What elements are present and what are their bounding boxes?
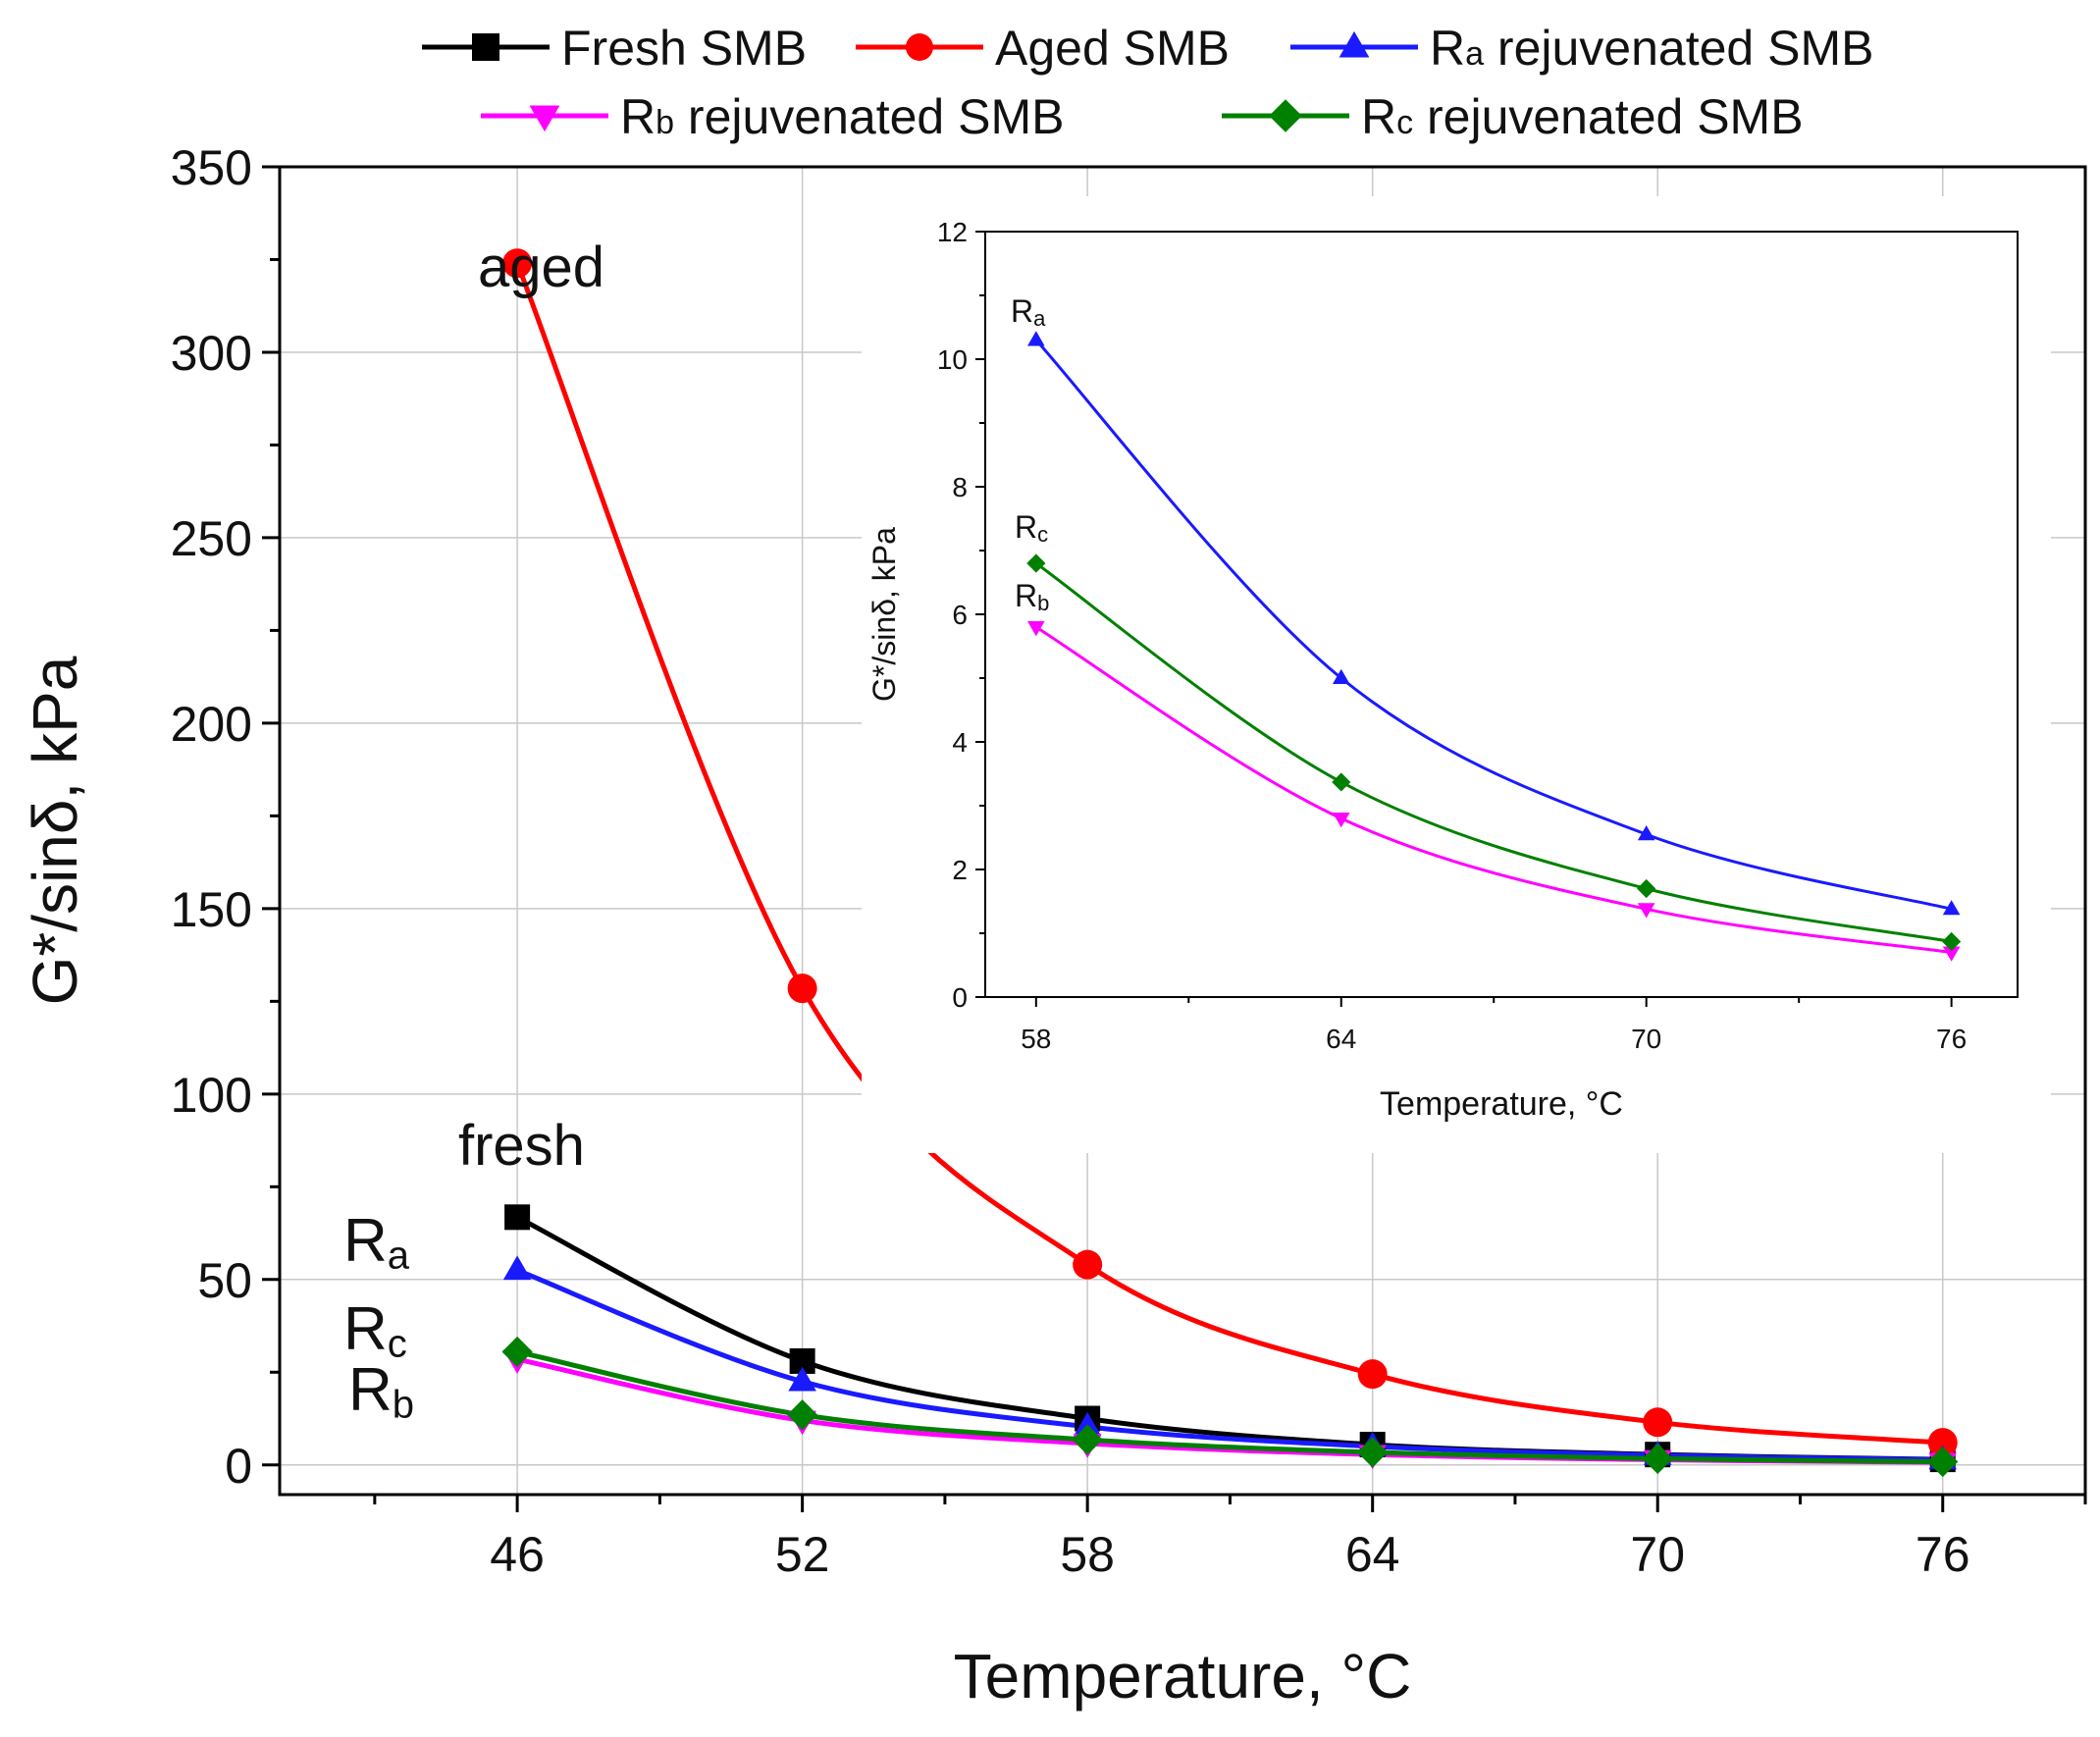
x-tick-label: 64 xyxy=(1345,1527,1400,1582)
data-point-aged-smb xyxy=(1357,1359,1388,1390)
x-tick-label: 70 xyxy=(1630,1527,1685,1582)
inset-annotation-ra: Ra xyxy=(1011,293,1046,331)
inset-x-tick-label: 76 xyxy=(1936,1024,1967,1054)
y-tick-label: 0 xyxy=(225,1439,252,1494)
inset-series-line-rb-rejuvenated-smb xyxy=(1035,625,1952,954)
inset-x-tick-label: 64 xyxy=(1326,1024,1356,1054)
y-tick-label: 200 xyxy=(171,697,252,752)
inset-data-point-rc-rejuvenated-smb xyxy=(1332,772,1351,792)
series-line-fresh-smb xyxy=(515,1215,1943,1462)
y-tick-label: 50 xyxy=(197,1253,252,1308)
legend-label: Rc rejuvenated SMB xyxy=(1361,89,1804,144)
data-point-aged-smb xyxy=(502,248,533,279)
inset-y-tick-label: 12 xyxy=(937,217,968,247)
data-point-rc-rejuvenated-smb xyxy=(787,1399,818,1431)
inset-y-tick-label: 10 xyxy=(937,344,968,375)
legend-label: Rb rejuvenated SMB xyxy=(620,89,1064,144)
annotation-fresh: fresh xyxy=(458,1114,585,1178)
inset-data-point-ra-rejuvenated-smb xyxy=(1027,331,1045,346)
x-tick-label: 52 xyxy=(775,1527,830,1582)
inset-data-point-rc-rejuvenated-smb xyxy=(1637,878,1656,899)
inset-annotation-rc: Rc xyxy=(1015,509,1048,547)
x-tick-label: 46 xyxy=(490,1527,545,1582)
y-tick-label: 100 xyxy=(171,1068,252,1123)
inset-data-point-rc-rejuvenated-smb xyxy=(1026,553,1046,573)
data-point-rc-rejuvenated-smb xyxy=(1072,1424,1103,1455)
inset-y-axis-label: G*/sinδ, kPa xyxy=(866,527,902,702)
main-series xyxy=(501,248,1959,1478)
inset-annotation-rb: Rb xyxy=(1015,578,1049,615)
x-axis-label: Temperature, °C xyxy=(954,1641,1412,1711)
legend: Fresh SMB Aged SMB Ra rejuvenated SMB Rb re… xyxy=(422,21,1873,144)
inset-y-tick-label: 8 xyxy=(952,472,968,502)
inset-series-line-ra-rejuvenated-smb xyxy=(1034,339,1952,911)
data-point-aged-smb xyxy=(1927,1428,1958,1458)
main-plot-frame xyxy=(278,165,2087,1497)
inset-data-point-rb-rejuvenated-smb xyxy=(1027,621,1045,637)
legend-marker xyxy=(1339,30,1370,58)
legend-item-rc-rejuvenated-smb: Rc rejuvenated SMB xyxy=(1222,89,1804,144)
annotation-ra: Ra xyxy=(343,1207,410,1277)
inset-plot-frame xyxy=(984,231,2019,998)
data-point-fresh-smb xyxy=(504,1204,531,1231)
inset-x-axis-label: Temperature, °C xyxy=(1380,1085,1623,1123)
legend-label: Fresh SMB xyxy=(561,21,807,76)
annotation-rb: Rb xyxy=(348,1356,414,1426)
annotation-rc: Rc xyxy=(343,1295,407,1365)
y-tick-label: 300 xyxy=(171,326,252,381)
legend-marker xyxy=(529,105,560,132)
inset-data-point-ra-rejuvenated-smb xyxy=(1942,900,1961,916)
inset-x-tick-label: 58 xyxy=(1021,1024,1051,1054)
data-point-ra-rejuvenated-smb xyxy=(502,1255,532,1281)
data-point-aged-smb xyxy=(1643,1407,1673,1438)
inset-data-point-ra-rejuvenated-smb xyxy=(1332,668,1350,684)
y-tick-label: 150 xyxy=(171,882,252,937)
y-axis-label: G*/sinδ, kPa xyxy=(20,656,90,1005)
data-point-ra-rejuvenated-smb xyxy=(788,1366,816,1392)
inset-y-tick-label: 6 xyxy=(952,600,968,630)
legend-marker xyxy=(472,33,499,61)
legend-item-rb-rejuvenated-smb: Rb rejuvenated SMB xyxy=(481,89,1064,144)
inset-data-point-rb-rejuvenated-smb xyxy=(1637,903,1655,919)
data-point-rc-rejuvenated-smb xyxy=(1927,1446,1959,1478)
annotation-aged: aged xyxy=(478,236,604,299)
legend-label: Aged SMB xyxy=(995,21,1230,76)
inset-data-point-ra-rejuvenated-smb xyxy=(1637,825,1655,841)
data-point-ra-rejuvenated-smb xyxy=(1073,1411,1102,1437)
legend-marker xyxy=(1269,99,1302,132)
data-point-rc-rejuvenated-smb xyxy=(501,1336,533,1368)
inset-axes: 0 2 4 6 8 10 12 58 64 70 76 xyxy=(937,217,1967,1054)
inset-x-tick-label: 70 xyxy=(1631,1024,1661,1054)
legend-item-aged-smb: Aged SMB xyxy=(856,21,1230,76)
inset-y-tick-label: 0 xyxy=(952,982,968,1013)
inset-data-point-rb-rejuvenated-smb xyxy=(1942,946,1961,962)
inset-data-point-rb-rejuvenated-smb xyxy=(1332,813,1350,828)
legend-item-ra-rejuvenated-smb: Ra rejuvenated SMB xyxy=(1290,21,1873,76)
inset-series xyxy=(1026,331,1962,962)
data-point-aged-smb xyxy=(787,974,817,1004)
legend-label: Ra rejuvenated SMB xyxy=(1430,21,1873,76)
x-tick-label: 76 xyxy=(1916,1527,1970,1582)
inset-series-line-rc-rejuvenated-smb xyxy=(1034,561,1952,943)
legend-marker xyxy=(906,33,933,61)
inset-y-tick-label: 2 xyxy=(952,855,968,885)
inset-data-point-rc-rejuvenated-smb xyxy=(1942,931,1962,952)
inset-y-tick-label: 4 xyxy=(952,727,968,758)
data-point-rc-rejuvenated-smb xyxy=(1642,1443,1673,1474)
data-point-rc-rejuvenated-smb xyxy=(1357,1437,1389,1468)
y-tick-label: 250 xyxy=(171,511,252,566)
legend-item-fresh-smb: Fresh SMB xyxy=(422,21,807,76)
series-line-ra-rejuvenated-smb xyxy=(516,1268,1943,1462)
y-tick-label: 350 xyxy=(171,140,252,195)
x-tick-label: 58 xyxy=(1060,1527,1115,1582)
data-point-aged-smb xyxy=(1073,1249,1103,1280)
series-line-rc-rejuvenated-smb xyxy=(516,1349,1943,1465)
